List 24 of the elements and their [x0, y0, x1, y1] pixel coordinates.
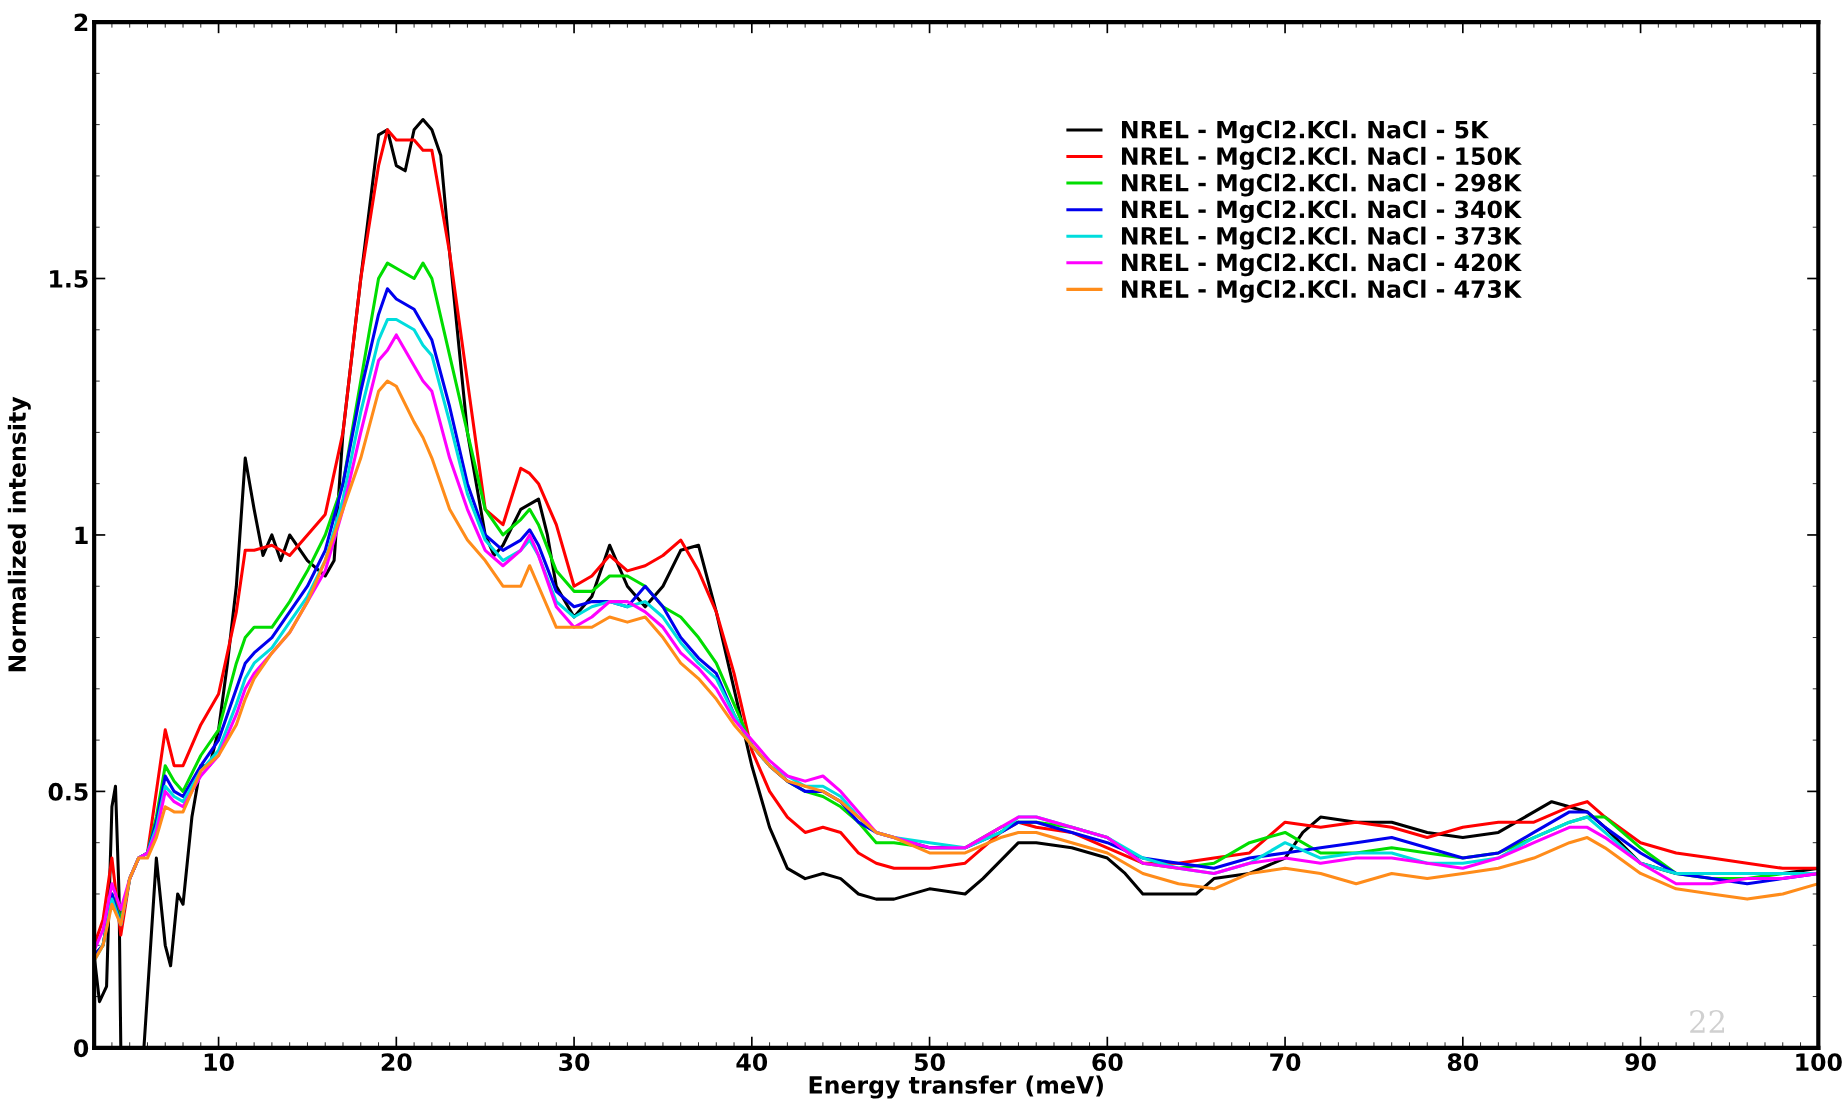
x-tick-label: 70	[1270, 1053, 1301, 1071]
legend-label: NREL - MgCl2.KCl. NaCl - 150K	[1122, 146, 1522, 170]
legend-label: NREL - MgCl2.KCl. NaCl - 5K	[1122, 120, 1490, 144]
y-tick-label: 0.5	[48, 782, 88, 801]
x-tick-label: 100	[1796, 1053, 1842, 1071]
y-tick-label: 2	[74, 13, 88, 32]
x-axis-title: Energy transfer (meV)	[809, 1075, 1103, 1099]
y-axis-title: Normalized intensity	[7, 396, 31, 672]
x-tick-label: 10	[204, 1053, 234, 1071]
y-tick-label: 1	[75, 526, 88, 544]
x-tick-label: 50	[914, 1053, 945, 1071]
x-tick-label: 90	[1625, 1053, 1656, 1071]
y-tick-label: 0	[73, 1039, 89, 1058]
legend-label: NREL - MgCl2.KCl. NaCl - 473K	[1122, 279, 1522, 303]
x-tick-label: 80	[1447, 1053, 1479, 1071]
legend-label: NREL - MgCl2.KCl. NaCl - 298K	[1122, 173, 1522, 197]
x-tick-label: 40	[736, 1053, 768, 1071]
y-tick-label: 1.5	[50, 270, 88, 288]
legend-label: NREL - MgCl2.KCl. NaCl - 373K	[1122, 226, 1522, 250]
legend-label: NREL - MgCl2.KCl. NaCl - 340K	[1122, 199, 1522, 224]
x-tick-label: 60	[1092, 1053, 1123, 1071]
x-tick-label: 20	[381, 1053, 412, 1071]
legend-label: NREL - MgCl2.KCl. NaCl - 420K	[1122, 253, 1522, 277]
x-tick-label: 30	[559, 1053, 590, 1071]
